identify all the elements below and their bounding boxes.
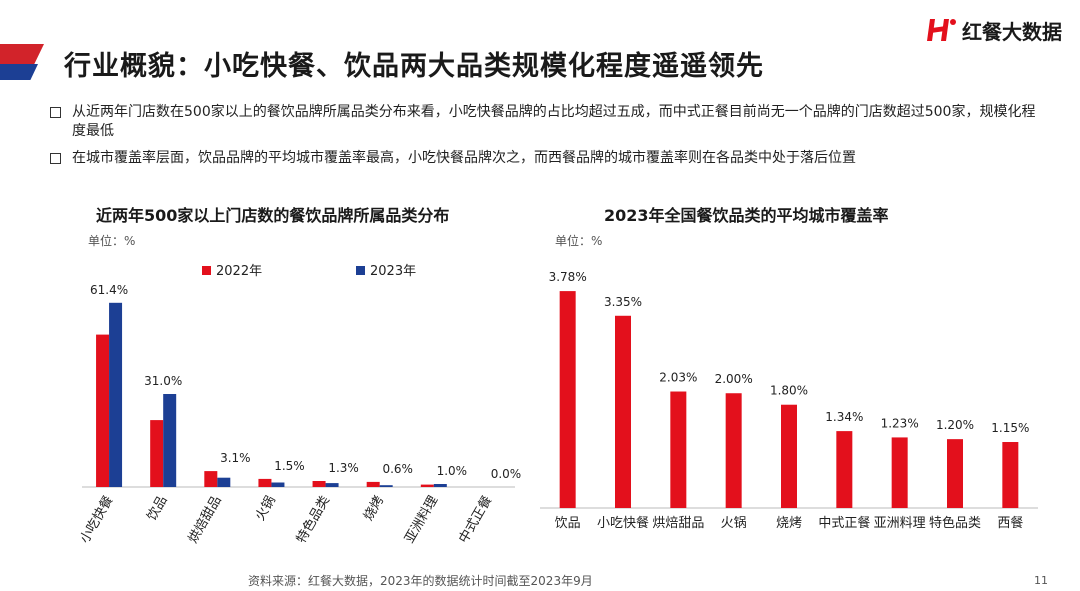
page-title: 行业概貌：小吃快餐、饮品两大品类规模化程度遥遥领先 xyxy=(64,51,764,82)
data-label: 31.0% xyxy=(144,374,182,388)
page-number: 11 xyxy=(1034,574,1048,587)
data-label: 1.23% xyxy=(881,416,919,430)
category-label: 饮品 xyxy=(555,516,581,531)
bar xyxy=(366,481,380,487)
left-bar-chart: 2022年 2023年 61.4% 小吃快餐 31.0% 饮品 3.1% 烘焙甜品 1.5% 火锅… xyxy=(77,264,522,547)
bar xyxy=(150,420,164,487)
legend-label: 2023年 xyxy=(370,264,416,279)
legend-swatch xyxy=(202,266,211,275)
bullet-square-icon xyxy=(50,107,61,118)
data-label: 1.15% xyxy=(991,421,1029,435)
bar xyxy=(670,391,687,508)
bar xyxy=(891,437,908,508)
category-label: 亚洲料理 xyxy=(402,494,441,547)
category-label: 亚洲料理 xyxy=(874,516,926,531)
title-accent-band xyxy=(0,44,56,80)
bar xyxy=(325,483,339,487)
right-chart-unit: 单位：% xyxy=(555,234,603,248)
data-label: 1.20% xyxy=(936,418,974,432)
data-label: 1.3% xyxy=(328,461,359,475)
category-label: 烧烤 xyxy=(776,516,802,531)
category-label: 特色品类 xyxy=(293,493,333,546)
data-label: 2.03% xyxy=(659,371,697,385)
logo-mark-icon xyxy=(927,19,956,41)
right-chart-title: 2023年全国餐饮品类的平均城市覆盖率 xyxy=(604,206,889,225)
bar xyxy=(109,302,123,487)
legend-label: 2022年 xyxy=(216,264,262,279)
category-label: 中式正餐 xyxy=(818,515,870,531)
accent-red-stripe xyxy=(0,44,44,64)
bar xyxy=(379,485,393,487)
bar xyxy=(217,477,231,487)
category-label: 烘焙甜品 xyxy=(652,515,704,531)
category-label: 中式正餐 xyxy=(456,493,496,546)
category-label: 特色品类 xyxy=(929,515,981,531)
bar xyxy=(725,393,742,508)
bar xyxy=(312,481,326,487)
brand-logo: 红餐大数据 xyxy=(924,14,1062,46)
bullet-item: 从近两年门店数在500家以上的餐饮品牌所属品类分布来看，小吃快餐品牌的占比均超过… xyxy=(50,103,1040,141)
legend-swatch xyxy=(356,266,365,275)
bar xyxy=(781,404,797,508)
data-source-note: 资料来源：红餐大数据，2023年的数据统计时间截至2023年9月 xyxy=(248,574,593,588)
data-label: 3.1% xyxy=(220,451,251,465)
bar xyxy=(615,315,631,508)
left-chart-title: 近两年500家以上门店数的餐饮品牌所属品类分布 xyxy=(96,206,450,225)
data-label: 0.6% xyxy=(382,462,413,476)
category-label: 小吃快餐 xyxy=(597,515,649,531)
category-label: 烧烤 xyxy=(361,494,387,524)
data-label: 0.0% xyxy=(491,467,522,481)
left-chart-unit: 单位：% xyxy=(88,234,136,248)
right-bar-chart: 3.78% 饮品 3.35% 小吃快餐 2.03% 烘焙甜品 2.00% 火锅 1.80% 烧烤 1… xyxy=(540,270,1038,531)
logo-text: 红餐大数据 xyxy=(962,19,1062,44)
bullet-text: 在城市覆盖率层面，饮品品牌的平均城市覆盖率最高，小吃快餐品牌次之，而西餐品牌的城… xyxy=(72,150,856,166)
bar xyxy=(258,478,272,487)
bar xyxy=(96,334,110,487)
data-label: 61.4% xyxy=(90,283,128,297)
data-label: 1.80% xyxy=(770,384,808,398)
data-label: 3.35% xyxy=(604,295,642,309)
bar xyxy=(271,482,285,487)
bullet-square-icon xyxy=(50,153,61,164)
bar xyxy=(433,484,447,487)
category-label: 饮品 xyxy=(145,494,171,524)
bar xyxy=(420,484,434,487)
bullet-item: 在城市覆盖率层面，饮品品牌的平均城市覆盖率最高，小吃快餐品牌次之，而西餐品牌的城… xyxy=(50,149,1040,168)
accent-blue-stripe xyxy=(0,64,38,80)
bullet-text: 从近两年门店数在500家以上的餐饮品牌所属品类分布来看，小吃快餐品牌的占比均超过… xyxy=(72,104,1036,139)
category-label: 火锅 xyxy=(721,515,747,531)
data-label: 1.34% xyxy=(825,410,863,424)
summary-bullets: 从近两年门店数在500家以上的餐饮品牌所属品类分布来看，小吃快餐品牌的占比均超过… xyxy=(50,103,1040,176)
bar xyxy=(1002,442,1019,508)
bar xyxy=(947,439,963,508)
data-label: 1.0% xyxy=(437,464,468,478)
category-label: 小吃快餐 xyxy=(77,493,117,546)
category-label: 西餐 xyxy=(997,515,1023,531)
data-label: 2.00% xyxy=(715,372,753,386)
category-label: 烘焙甜品 xyxy=(185,493,225,546)
bar xyxy=(559,291,576,508)
bar xyxy=(163,394,177,487)
category-label: 火锅 xyxy=(252,493,279,524)
bar xyxy=(836,431,853,508)
bar xyxy=(204,471,218,487)
data-label: 3.78% xyxy=(549,270,587,284)
data-label: 1.5% xyxy=(274,459,305,473)
